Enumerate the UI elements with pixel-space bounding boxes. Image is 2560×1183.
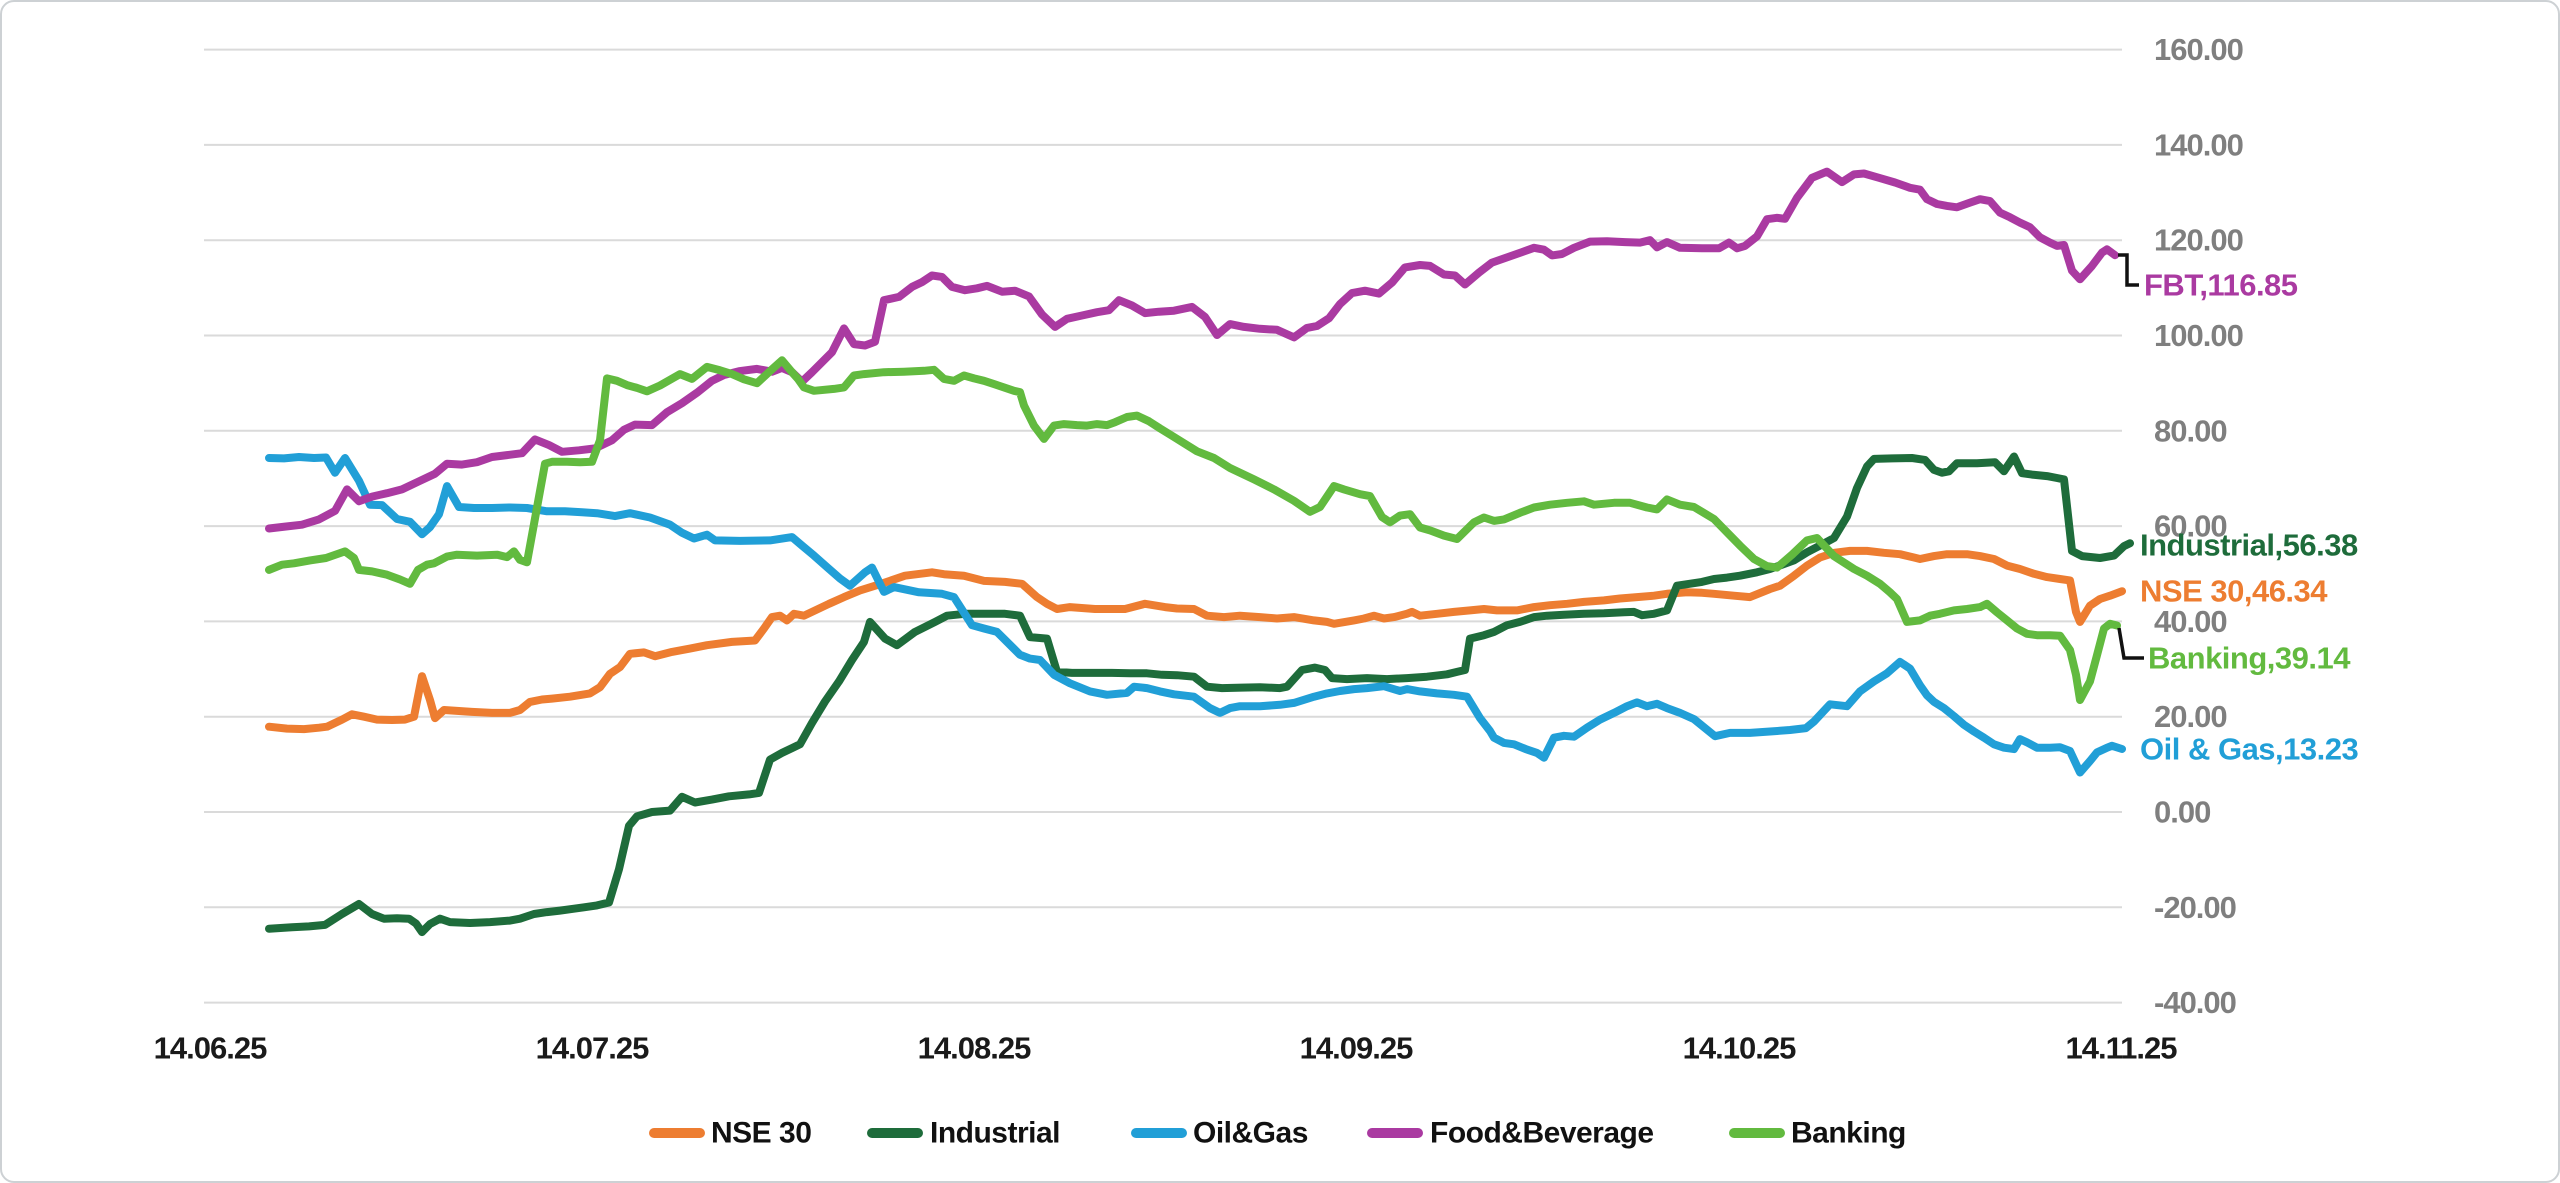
x-axis-label: 14.11.25 [2066,1031,2178,1066]
legend-label-food-beverage: Food&Beverage [1430,1117,1654,1150]
series-end-label-banking[interactable]: Banking,39.14 [2148,641,2352,676]
legend-item-food-beverage[interactable]: Food&Beverage [1367,1117,1654,1150]
y-axis-label: 140.00 [2154,127,2243,162]
y-axis-label: -20.00 [2154,890,2236,925]
series-line-oil-gas[interactable] [265,453,2126,777]
y-axis-label: 100.00 [2154,318,2243,353]
legend-item-industrial[interactable]: Industrial [867,1117,1061,1150]
legend-label-industrial: Industrial [930,1117,1060,1150]
y-axis-labels: 160.00 140.00 120.00 100.00 80.00 60.00 40.00 2… [2154,32,2244,1020]
legend-swatch-nse-30 [649,1128,705,1138]
series-end-label-oil-gas[interactable]: Oil & Gas,13.23 [2140,732,2359,767]
series-line-food-beverage[interactable] [265,167,2119,533]
legend-swatch-oil-gas [1131,1128,1187,1138]
series-line-banking[interactable] [265,356,2121,704]
legend-swatch-food-beverage [1367,1128,1423,1138]
legend-label-nse-30: NSE 30 [711,1117,811,1150]
legend-swatch-banking [1729,1128,1785,1138]
y-axis-label: 160.00 [2154,32,2243,67]
leader-line-banking [2117,627,2144,660]
x-axis-label: 14.10.25 [1683,1031,1796,1066]
x-axis-label: 14.06.25 [154,1031,267,1066]
x-axis-labels: 14.06.25 14.07.25 14.08.25 14.09.25 14.10.25… [154,1031,2179,1066]
series-end-label-food-beverage[interactable]: FBT,116.85 [2144,268,2298,303]
series-line-industrial[interactable] [265,452,2134,937]
legend-item-banking[interactable]: Banking [1729,1117,1906,1150]
series-line-nse-30[interactable] [265,546,2126,734]
y-axis-label: 60.00 [2154,509,2227,544]
y-axis-label: 20.00 [2154,699,2227,734]
series-lines [265,167,2134,937]
y-axis-label: -40.00 [2154,985,2236,1020]
leader-line-food-beverage [2118,253,2139,287]
series-end-label-nse-30[interactable]: NSE 30,46.34 [2140,574,2329,609]
y-axis-label: 0.00 [2154,795,2210,830]
legend-item-oil-gas[interactable]: Oil&Gas [1131,1117,1308,1150]
series-end-labels: NSE 30,46.34 Industrial,56.38 Oil & Gas,13… [2117,253,2359,767]
y-axis-label: 80.00 [2154,413,2227,448]
y-axis-label: 40.00 [2154,604,2227,639]
legend-label-banking: Banking [1791,1117,1906,1150]
x-axis-label: 14.08.25 [918,1031,1031,1066]
x-axis-label: 14.07.25 [536,1031,649,1066]
x-axis-label: 14.09.25 [1300,1031,1413,1066]
y-axis-label: 120.00 [2154,223,2243,258]
legend-swatch-industrial [867,1128,923,1138]
series-end-label-industrial[interactable]: Industrial,56.38 [2140,528,2358,563]
legend: NSE 30 Industrial Oil&Gas Food&Beverage Bank… [649,1117,1906,1150]
legend-label-oil-gas: Oil&Gas [1193,1117,1308,1150]
legend-item-nse-30[interactable]: NSE 30 [649,1117,812,1150]
gridlines [204,48,2122,1004]
